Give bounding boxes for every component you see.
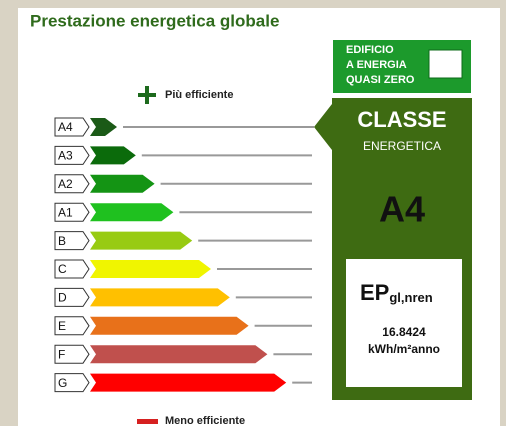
- class-tag-label: A3: [58, 149, 73, 163]
- ep-unit: kWh/m²anno: [368, 342, 440, 356]
- class-tag-label: F: [58, 347, 65, 361]
- certificate: Prestazione energetica globale EDIFICIO …: [0, 0, 506, 426]
- class-arrow: [90, 232, 192, 250]
- class-tag-label: C: [58, 262, 67, 276]
- class-arrow: [90, 317, 249, 335]
- class-arrow: [90, 345, 267, 363]
- class-arrow: [90, 260, 211, 278]
- class-tag-label: D: [58, 291, 67, 305]
- class-arrow: [90, 288, 230, 306]
- title: Prestazione energetica globale: [30, 11, 279, 30]
- nzeb-line: QUASI ZERO: [346, 74, 415, 86]
- ep-value: 16.8424: [382, 325, 426, 339]
- class-tag-label: E: [58, 319, 66, 333]
- panel-class: A4: [379, 189, 425, 230]
- class-tag-label: A4: [58, 120, 73, 134]
- ep-main: EP: [360, 280, 389, 305]
- class-arrow: [90, 203, 173, 221]
- class-arrow: [90, 175, 155, 193]
- ep-sub: gl,nren: [389, 290, 432, 305]
- class-arrow: [90, 374, 286, 392]
- worse-label: Meno efficiente: [165, 415, 245, 426]
- nzeb-line: EDIFICIO: [346, 44, 394, 56]
- nzeb-line: A ENERGIA: [346, 59, 407, 71]
- ep-box: [346, 259, 462, 387]
- nzeb-checkbox: [429, 50, 462, 78]
- class-tag-label: A1: [58, 205, 73, 219]
- panel-heading: CLASSE: [357, 107, 446, 132]
- class-tag-label: G: [58, 376, 67, 390]
- class-tag-label: B: [58, 234, 66, 248]
- better-label: Più efficiente: [165, 89, 233, 101]
- class-tag-label: A2: [58, 177, 73, 191]
- panel-subheading: ENERGETICA: [363, 139, 441, 153]
- minus-icon: [137, 419, 158, 424]
